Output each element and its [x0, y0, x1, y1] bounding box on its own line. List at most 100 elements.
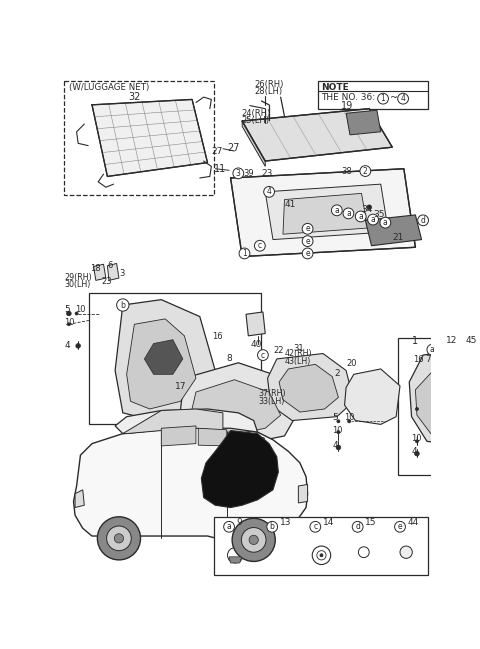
Polygon shape: [361, 557, 366, 566]
Polygon shape: [73, 428, 308, 541]
Text: 16: 16: [413, 355, 424, 364]
Polygon shape: [230, 169, 415, 256]
Text: 28(LH): 28(LH): [254, 87, 283, 96]
Circle shape: [241, 528, 266, 552]
Text: e: e: [398, 522, 402, 532]
Text: 12: 12: [446, 336, 457, 345]
Text: 31: 31: [294, 343, 304, 352]
Text: 27: 27: [228, 143, 240, 153]
Text: b: b: [270, 522, 275, 532]
Text: 20: 20: [346, 359, 357, 368]
Text: c: c: [258, 241, 262, 251]
Text: 19: 19: [341, 101, 353, 111]
Text: 35: 35: [373, 210, 384, 219]
Bar: [398, 338, 480, 475]
Text: 13: 13: [280, 519, 291, 528]
Text: 44: 44: [408, 519, 419, 528]
Circle shape: [107, 526, 131, 550]
Text: 42(RH): 42(RH): [285, 349, 312, 358]
Polygon shape: [108, 263, 119, 280]
Polygon shape: [75, 490, 84, 508]
Circle shape: [97, 517, 141, 560]
Polygon shape: [201, 430, 278, 508]
Text: 2: 2: [335, 369, 340, 378]
Text: 45: 45: [466, 336, 477, 345]
Text: 1: 1: [381, 94, 385, 103]
Circle shape: [76, 343, 81, 348]
Text: 14: 14: [323, 519, 335, 528]
Text: b: b: [120, 300, 125, 310]
Bar: [318, 81, 428, 108]
Text: 23: 23: [262, 169, 273, 178]
Polygon shape: [180, 363, 300, 444]
Text: 4: 4: [332, 441, 338, 450]
Polygon shape: [409, 347, 480, 446]
Circle shape: [360, 165, 371, 177]
Circle shape: [337, 420, 340, 423]
Circle shape: [302, 248, 313, 259]
Polygon shape: [265, 184, 388, 239]
Circle shape: [355, 211, 366, 222]
Text: 1: 1: [242, 249, 247, 258]
Text: 4: 4: [64, 341, 70, 350]
Polygon shape: [127, 319, 196, 409]
Circle shape: [395, 521, 406, 532]
Text: 27: 27: [211, 147, 223, 156]
Polygon shape: [346, 110, 381, 135]
Text: 25(LH): 25(LH): [241, 116, 269, 125]
Text: a: a: [335, 206, 339, 215]
Bar: [64, 81, 214, 195]
Polygon shape: [345, 369, 400, 424]
Circle shape: [348, 420, 351, 423]
Circle shape: [343, 208, 354, 219]
Polygon shape: [115, 409, 258, 434]
Text: 37(RH): 37(RH): [258, 389, 286, 398]
Polygon shape: [299, 484, 308, 503]
Circle shape: [67, 311, 71, 316]
Polygon shape: [283, 193, 368, 234]
Text: 10: 10: [332, 426, 343, 435]
Circle shape: [232, 519, 275, 561]
Text: e: e: [305, 237, 310, 245]
Text: a: a: [383, 218, 388, 227]
Text: 5: 5: [64, 305, 70, 314]
Circle shape: [67, 323, 71, 326]
Text: 3: 3: [236, 169, 241, 178]
Text: e: e: [305, 225, 310, 233]
Circle shape: [400, 546, 412, 558]
Circle shape: [415, 451, 419, 456]
Text: 8: 8: [227, 354, 232, 363]
Text: 41: 41: [285, 199, 296, 208]
Bar: [214, 517, 428, 574]
Text: ~: ~: [390, 93, 398, 103]
Text: 15: 15: [365, 519, 377, 528]
Text: d: d: [420, 216, 426, 225]
Text: 22: 22: [274, 346, 284, 355]
Text: 1: 1: [412, 336, 419, 346]
Circle shape: [332, 205, 342, 215]
Text: 2: 2: [363, 167, 368, 175]
Polygon shape: [191, 380, 281, 434]
Text: 21: 21: [392, 234, 404, 243]
Text: 39: 39: [243, 169, 253, 178]
Text: d: d: [355, 522, 360, 532]
Circle shape: [233, 168, 244, 178]
Text: a: a: [227, 522, 231, 532]
Circle shape: [267, 521, 277, 532]
Text: 26(RH): 26(RH): [254, 80, 284, 89]
Polygon shape: [123, 409, 223, 434]
Text: (W/LUGGAGE NET): (W/LUGGAGE NET): [69, 83, 149, 92]
Circle shape: [302, 236, 313, 247]
Circle shape: [114, 533, 123, 543]
Polygon shape: [275, 548, 282, 563]
Polygon shape: [279, 364, 338, 412]
Text: 10: 10: [411, 434, 422, 443]
Text: 10: 10: [64, 318, 75, 327]
Polygon shape: [398, 552, 414, 557]
Text: a: a: [346, 209, 351, 218]
Text: 23: 23: [101, 276, 112, 286]
Text: NOTE: NOTE: [321, 82, 348, 92]
Polygon shape: [94, 264, 106, 280]
Circle shape: [239, 248, 250, 259]
Polygon shape: [365, 215, 421, 246]
